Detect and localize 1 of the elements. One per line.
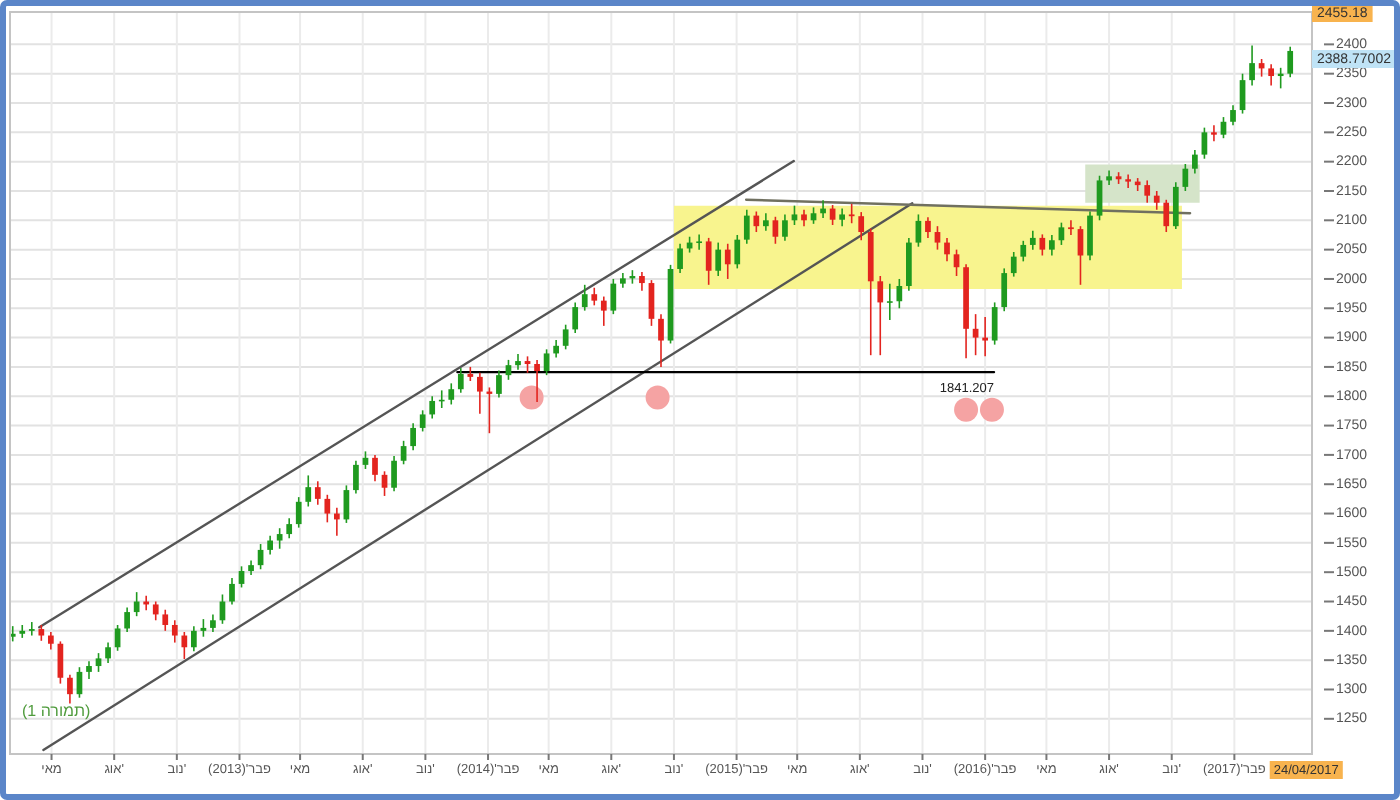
annotation: (תמורה 1) [22, 702, 92, 721]
